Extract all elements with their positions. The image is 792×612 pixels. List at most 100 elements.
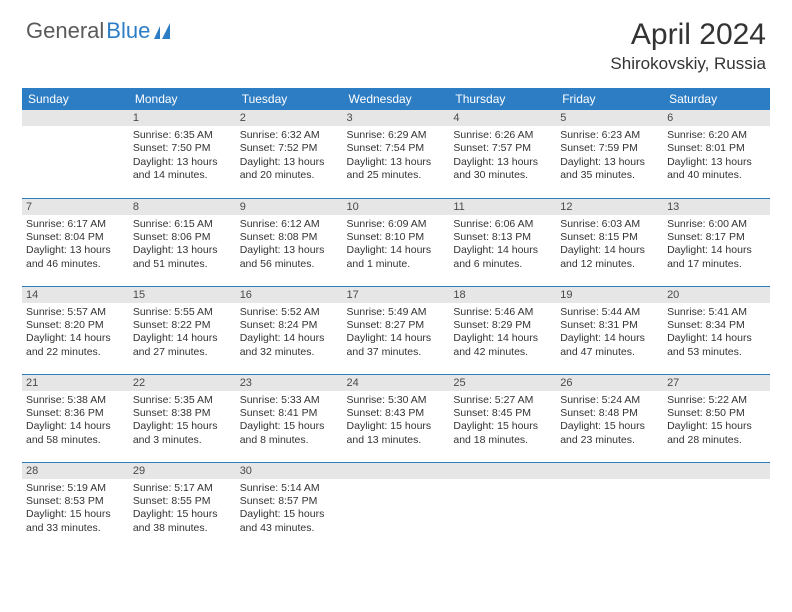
day-number: 4 (449, 110, 556, 126)
daylight-line2: and 25 minutes. (347, 169, 446, 182)
calendar-day-empty (663, 462, 770, 550)
sunset-text: Sunset: 8:27 PM (347, 319, 446, 332)
daylight-line2: and 17 minutes. (667, 258, 766, 271)
day-content: Sunrise: 5:38 AMSunset: 8:36 PMDaylight:… (22, 391, 129, 451)
weekday-header: Tuesday (236, 88, 343, 110)
daylight-line1: Daylight: 13 hours (560, 156, 659, 169)
day-number-bar (449, 463, 556, 479)
day-content (663, 479, 770, 539)
daylight-line2: and 23 minutes. (560, 434, 659, 447)
weekday-row: SundayMondayTuesdayWednesdayThursdayFrid… (22, 88, 770, 110)
day-number: 3 (343, 110, 450, 126)
calendar-day: 15Sunrise: 5:55 AMSunset: 8:22 PMDayligh… (129, 286, 236, 374)
daylight-line2: and 58 minutes. (26, 434, 125, 447)
calendar-day: 7Sunrise: 6:17 AMSunset: 8:04 PMDaylight… (22, 198, 129, 286)
sunset-text: Sunset: 8:04 PM (26, 231, 125, 244)
daylight-line2: and 53 minutes. (667, 346, 766, 359)
sunset-text: Sunset: 7:57 PM (453, 142, 552, 155)
calendar-day: 8Sunrise: 6:15 AMSunset: 8:06 PMDaylight… (129, 198, 236, 286)
daylight-line1: Daylight: 14 hours (560, 244, 659, 257)
sunset-text: Sunset: 8:36 PM (26, 407, 125, 420)
day-number: 14 (22, 287, 129, 303)
day-number: 12 (556, 199, 663, 215)
sunset-text: Sunset: 8:20 PM (26, 319, 125, 332)
brand-part2: Blue (106, 18, 150, 44)
day-content (556, 479, 663, 539)
sunrise-text: Sunrise: 6:00 AM (667, 218, 766, 231)
sunrise-text: Sunrise: 5:27 AM (453, 394, 552, 407)
day-content: Sunrise: 5:33 AMSunset: 8:41 PMDaylight:… (236, 391, 343, 451)
daylight-line1: Daylight: 14 hours (240, 332, 339, 345)
sunset-text: Sunset: 8:10 PM (347, 231, 446, 244)
daylight-line2: and 12 minutes. (560, 258, 659, 271)
day-number-bar (343, 463, 450, 479)
daylight-line1: Daylight: 14 hours (347, 332, 446, 345)
calendar-day: 3Sunrise: 6:29 AMSunset: 7:54 PMDaylight… (343, 110, 450, 198)
daylight-line1: Daylight: 13 hours (453, 156, 552, 169)
sunset-text: Sunset: 8:57 PM (240, 495, 339, 508)
daylight-line1: Daylight: 15 hours (240, 420, 339, 433)
day-content: Sunrise: 6:26 AMSunset: 7:57 PMDaylight:… (449, 126, 556, 186)
calendar-week: 7Sunrise: 6:17 AMSunset: 8:04 PMDaylight… (22, 198, 770, 286)
day-number: 16 (236, 287, 343, 303)
calendar-day-empty (343, 462, 450, 550)
sunset-text: Sunset: 7:52 PM (240, 142, 339, 155)
calendar-day: 1Sunrise: 6:35 AMSunset: 7:50 PMDaylight… (129, 110, 236, 198)
daylight-line1: Daylight: 13 hours (240, 156, 339, 169)
daylight-line2: and 42 minutes. (453, 346, 552, 359)
day-number: 20 (663, 287, 770, 303)
sunset-text: Sunset: 8:13 PM (453, 231, 552, 244)
sunset-text: Sunset: 8:31 PM (560, 319, 659, 332)
sunrise-text: Sunrise: 5:24 AM (560, 394, 659, 407)
day-number-bar (663, 463, 770, 479)
day-content: Sunrise: 5:30 AMSunset: 8:43 PMDaylight:… (343, 391, 450, 451)
daylight-line2: and 56 minutes. (240, 258, 339, 271)
daylight-line2: and 18 minutes. (453, 434, 552, 447)
day-number: 7 (22, 199, 129, 215)
daylight-line2: and 32 minutes. (240, 346, 339, 359)
day-content: Sunrise: 5:41 AMSunset: 8:34 PMDaylight:… (663, 303, 770, 363)
daylight-line1: Daylight: 14 hours (133, 332, 232, 345)
calendar-day: 22Sunrise: 5:35 AMSunset: 8:38 PMDayligh… (129, 374, 236, 462)
daylight-line1: Daylight: 14 hours (26, 420, 125, 433)
daylight-line2: and 3 minutes. (133, 434, 232, 447)
sunrise-text: Sunrise: 6:23 AM (560, 129, 659, 142)
daylight-line1: Daylight: 15 hours (347, 420, 446, 433)
day-number: 1 (129, 110, 236, 126)
day-content (343, 479, 450, 539)
daylight-line1: Daylight: 15 hours (26, 508, 125, 521)
day-content: Sunrise: 5:35 AMSunset: 8:38 PMDaylight:… (129, 391, 236, 451)
brand-logo: General Blue (26, 18, 174, 44)
daylight-line1: Daylight: 13 hours (240, 244, 339, 257)
sunset-text: Sunset: 8:24 PM (240, 319, 339, 332)
sunrise-text: Sunrise: 5:19 AM (26, 482, 125, 495)
daylight-line1: Daylight: 15 hours (453, 420, 552, 433)
sails-icon (154, 23, 174, 39)
sunset-text: Sunset: 8:15 PM (560, 231, 659, 244)
calendar-day: 25Sunrise: 5:27 AMSunset: 8:45 PMDayligh… (449, 374, 556, 462)
calendar-day: 14Sunrise: 5:57 AMSunset: 8:20 PMDayligh… (22, 286, 129, 374)
calendar-week: 1Sunrise: 6:35 AMSunset: 7:50 PMDaylight… (22, 110, 770, 198)
weekday-header: Monday (129, 88, 236, 110)
daylight-line1: Daylight: 14 hours (453, 244, 552, 257)
page-header: General Blue April 2024 Shirokovskiy, Ru… (0, 0, 792, 82)
calendar-day: 23Sunrise: 5:33 AMSunset: 8:41 PMDayligh… (236, 374, 343, 462)
calendar-day: 18Sunrise: 5:46 AMSunset: 8:29 PMDayligh… (449, 286, 556, 374)
day-number-bar (556, 463, 663, 479)
day-content: Sunrise: 6:20 AMSunset: 8:01 PMDaylight:… (663, 126, 770, 186)
day-number: 5 (556, 110, 663, 126)
sunrise-text: Sunrise: 6:09 AM (347, 218, 446, 231)
sunrise-text: Sunrise: 5:46 AM (453, 306, 552, 319)
sunrise-text: Sunrise: 5:57 AM (26, 306, 125, 319)
daylight-line1: Daylight: 15 hours (560, 420, 659, 433)
day-number: 24 (343, 375, 450, 391)
calendar-day: 19Sunrise: 5:44 AMSunset: 8:31 PMDayligh… (556, 286, 663, 374)
calendar-day: 16Sunrise: 5:52 AMSunset: 8:24 PMDayligh… (236, 286, 343, 374)
day-content: Sunrise: 5:49 AMSunset: 8:27 PMDaylight:… (343, 303, 450, 363)
day-content: Sunrise: 5:24 AMSunset: 8:48 PMDaylight:… (556, 391, 663, 451)
day-content: Sunrise: 5:27 AMSunset: 8:45 PMDaylight:… (449, 391, 556, 451)
day-content (22, 126, 129, 186)
daylight-line1: Daylight: 13 hours (667, 156, 766, 169)
title-block: April 2024 Shirokovskiy, Russia (610, 18, 766, 74)
day-content: Sunrise: 5:14 AMSunset: 8:57 PMDaylight:… (236, 479, 343, 539)
